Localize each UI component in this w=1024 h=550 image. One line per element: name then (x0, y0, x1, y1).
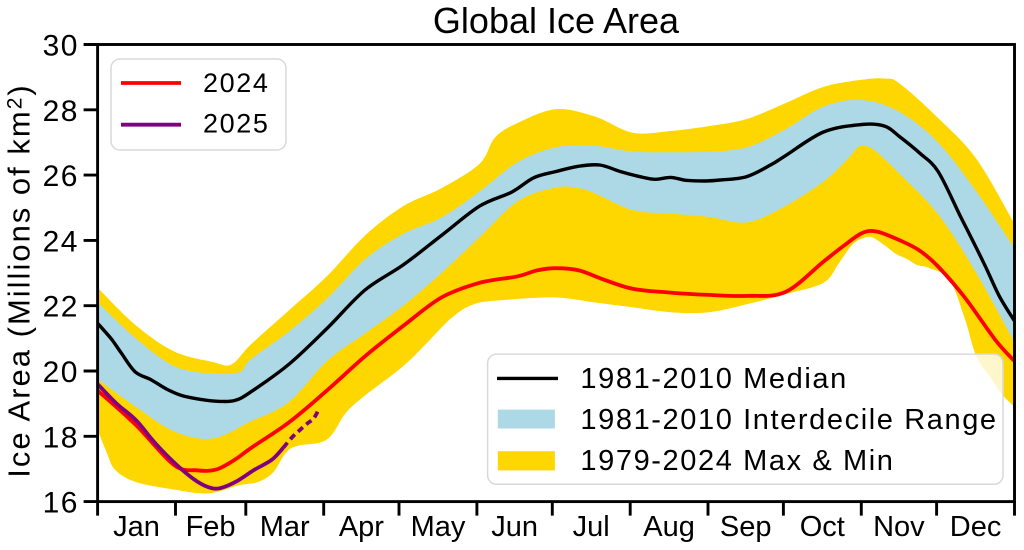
svg-text:1979-2024 Max & Min: 1979-2024 Max & Min (580, 445, 894, 477)
svg-text:Jul: Jul (573, 511, 610, 543)
svg-text:Global Ice Area: Global Ice Area (433, 0, 680, 41)
svg-text:1981-2010 Interdecile Range: 1981-2010 Interdecile Range (580, 404, 997, 436)
svg-text:20: 20 (43, 356, 79, 389)
svg-text:1981-2010 Median: 1981-2010 Median (580, 363, 847, 395)
svg-text:22: 22 (43, 291, 79, 324)
svg-text:28: 28 (43, 95, 79, 128)
svg-text:May: May (411, 511, 466, 543)
svg-text:Ice Area (Millions of km2): Ice Area (Millions of km2) (2, 83, 37, 477)
svg-text:30: 30 (43, 30, 79, 63)
svg-text:Aug: Aug (643, 511, 695, 543)
svg-text:Dec: Dec (950, 511, 1002, 543)
svg-text:Mar: Mar (260, 511, 310, 543)
svg-text:26: 26 (43, 160, 79, 193)
svg-text:24: 24 (43, 225, 79, 258)
svg-text:2025: 2025 (203, 109, 269, 139)
svg-text:Apr: Apr (339, 511, 384, 543)
svg-text:Nov: Nov (873, 511, 925, 543)
svg-text:18: 18 (43, 421, 79, 454)
svg-text:Jun: Jun (491, 511, 538, 543)
svg-text:Sep: Sep (720, 511, 772, 543)
svg-text:16: 16 (43, 487, 79, 520)
svg-text:Feb: Feb (186, 511, 236, 543)
svg-text:2024: 2024 (203, 68, 269, 98)
svg-text:Oct: Oct (800, 511, 845, 543)
svg-text:Jan: Jan (113, 511, 160, 543)
